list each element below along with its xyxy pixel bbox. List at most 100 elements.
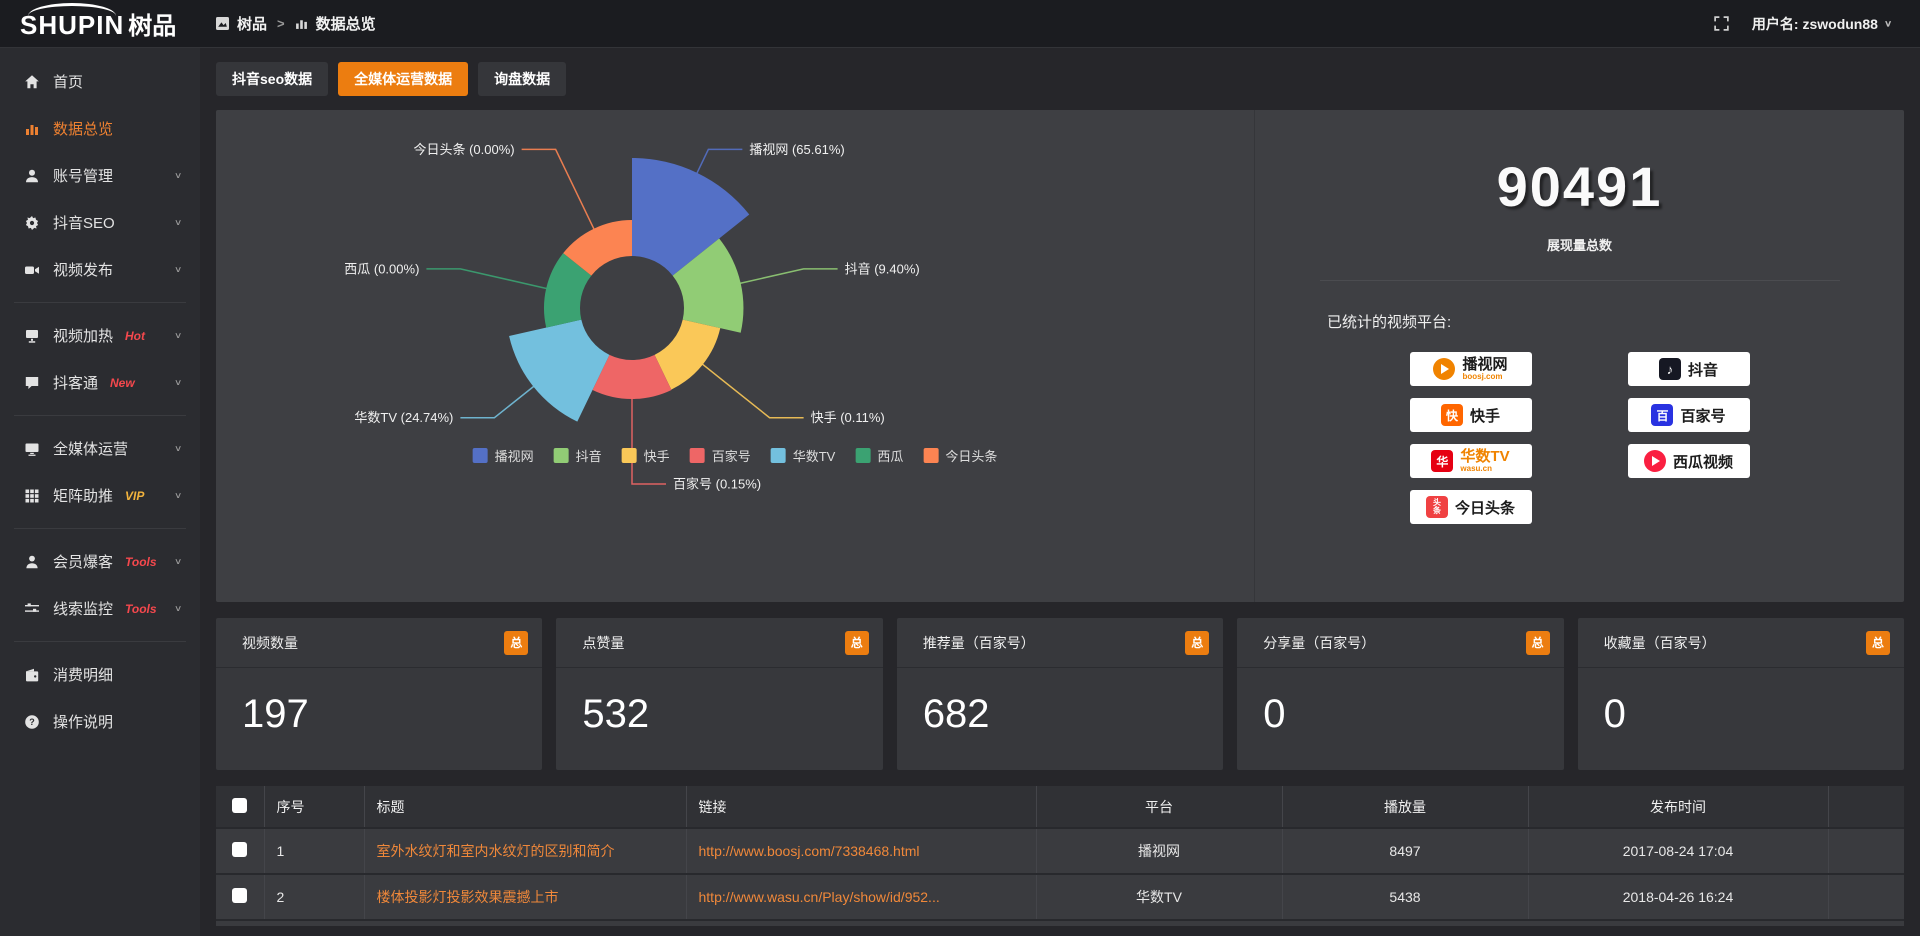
breadcrumb-root-icon [216,17,229,30]
videos-table: 序号 标题 链接 平台 播放量 发布时间 1 室外水纹灯和室内水纹灯的区别和简介… [216,786,1904,926]
pie-label-line [695,148,743,175]
breadcrumb-separator: > [277,16,285,31]
sidebar-item-video-publish[interactable]: 视频发布 ∨ [0,246,200,293]
chevron-down-icon: ∨ [173,604,182,614]
question-circle-icon: ? [24,714,40,730]
baijiahao-logo-icon: 百 [1651,404,1674,426]
legend-item-百家号[interactable]: 百家号 [689,446,751,465]
platform-share-pie-chart: 播视网 (65.61%) 抖音 (9.40%) 快手 (0.11%) 百家号 (0.1… [216,110,1254,602]
tab-douyin-seo-data[interactable]: 抖音seo数据 [216,62,329,96]
pie-chart-canvas[interactable]: 播视网 (65.61%) 抖音 (9.40%) 快手 (0.11%) 百家号 (0.1… [216,110,1254,602]
total-badge: 总 [844,630,869,655]
chevron-down-icon: ∨ [1883,19,1892,29]
sidebar: 首页 数据总览 账号管理 ∨ 抖音SEO ∨ 视频发布 ∨ 视频加热 Hot ∨… [0,48,200,936]
summary-divider [1319,280,1840,281]
sidebar-item-doketong[interactable]: 抖客通 New ∨ [0,359,200,406]
chevron-down-icon: ∨ [173,444,182,454]
cell-url-link[interactable]: http://www.wasu.cn/Play/show/id/952... [686,874,1037,920]
col-header-platform: 平台 [1036,786,1283,828]
cell-index: 1 [264,828,365,874]
legend-label: 西瓜 [877,449,904,464]
cell-plays: 8497 [1282,828,1529,874]
gear-icon [24,215,40,231]
col-header-plays: 播放量 [1282,786,1529,828]
row-checkbox[interactable] [232,888,248,903]
sidebar-item-instructions[interactable]: ? 操作说明 [0,698,200,745]
stat-value: 197 [242,692,309,736]
sliders-icon [24,601,40,617]
chat-icon [24,375,40,391]
vip-badge: VIP [125,488,145,503]
home-icon [24,74,40,90]
summary-panel: 90491 展现量总数 已统计的视频平台: 播视网 boosj.com ♪ 抖音 … [1254,110,1904,602]
tab-omni-media-data[interactable]: 全媒体运营数据 [338,62,469,96]
sidebar-item-video-heating[interactable]: 视频加热 Hot ∨ [0,312,200,359]
tools-badge: Tools [125,554,157,569]
sidebar-item-matrix-boost[interactable]: 矩阵助推 VIP ∨ [0,472,200,519]
platform-badge-boosj: 播视网 boosj.com [1409,352,1532,386]
toutiao-logo-icon: 头条 [1425,496,1448,518]
legend-swatch [689,448,705,463]
pie-slice-百家号[interactable] [592,354,672,399]
pie-label: 百家号 (0.15%) [673,477,761,492]
pie-slice-抖音[interactable] [672,238,744,333]
sidebar-item-spend-details[interactable]: 消费明细 [0,651,200,698]
legend-swatch [770,448,786,463]
cell-published: 2017-08-24 17:04 [1528,828,1829,874]
legend-label: 快手 [643,449,670,464]
sidebar-item-data-overview[interactable]: 数据总览 [0,105,200,152]
pie-label-line [521,148,596,231]
stat-card-likes: 点赞量总 532 [556,618,883,770]
cell-plays: 5438 [1282,874,1529,920]
col-header-link: 链接 [686,786,1037,828]
select-all-checkbox[interactable] [232,797,248,813]
sidebar-item-douyin-seo[interactable]: 抖音SEO ∨ [0,199,200,246]
sidebar-divider [14,415,186,416]
stat-value: 532 [582,692,650,736]
tab-inquiry-data[interactable]: 询盘数据 [478,62,567,96]
sidebar-item-lead-monitor[interactable]: 线索监控 Tools ∨ [0,585,200,632]
cell-title-link[interactable]: 楼体投影灯投影效果震撼上市 [364,874,687,920]
chevron-down-icon: ∨ [173,331,182,341]
stat-card-recommendations: 推荐量（百家号）总 682 [896,618,1224,770]
breadcrumb-current-icon [295,17,308,30]
legend-item-播视网[interactable]: 播视网 [472,446,534,465]
wasu-logo-icon: 华 [1431,450,1454,472]
stat-value: 682 [922,692,990,736]
pie-label: 抖音 (9.40%) [845,261,920,276]
hot-badge: Hot [125,328,146,343]
legend-item-抖音[interactable]: 抖音 [553,446,602,465]
pie-slice-播视网[interactable] [632,158,750,276]
app-logo: SHUPIN 树品 [0,3,216,41]
pie-slice-西瓜[interactable] [544,253,592,328]
legend-swatch [855,448,871,463]
breadcrumb-root[interactable]: 树品 [237,16,268,33]
xigua-logo-icon [1643,450,1666,472]
legend-swatch [923,448,939,463]
chevron-down-icon: ∨ [173,491,182,501]
pie-slice-快手[interactable] [654,319,721,390]
cell-url-link[interactable]: http://www.boosj.com/7338468.html [686,828,1037,874]
pie-slice-今日头条[interactable] [563,220,632,276]
legend-label: 华数TV [792,449,836,464]
legend-item-西瓜[interactable]: 西瓜 [855,446,903,465]
fullscreen-icon[interactable] [1713,15,1730,32]
breadcrumb: 树品 > 数据总览 [216,13,376,34]
legend-item-华数TV[interactable]: 华数TV [770,446,836,465]
pie-label-line [738,268,838,285]
legend-item-今日头条[interactable]: 今日头条 [923,446,997,465]
total-badge: 总 [504,630,529,655]
sidebar-item-member-growth[interactable]: 会员爆客 Tools ∨ [0,538,200,585]
sidebar-item-account-management[interactable]: 账号管理 ∨ [0,152,200,199]
sidebar-divider [14,528,186,529]
pie-label-line [426,268,549,290]
legend-swatch [553,448,569,463]
sidebar-item-omni-media[interactable]: 全媒体运营 ∨ [0,425,200,472]
sidebar-item-home[interactable]: 首页 [0,58,200,105]
cell-title-link[interactable]: 室外水纹灯和室内水纹灯的区别和简介 [364,828,687,874]
user-menu[interactable]: 用户名: zswodun88 ∨ [1752,14,1892,34]
platform-badge-xigua: 西瓜视频 [1627,444,1750,478]
pie-slice-华数TV[interactable] [509,319,610,422]
legend-item-快手[interactable]: 快手 [621,446,670,465]
row-checkbox[interactable] [232,842,248,857]
